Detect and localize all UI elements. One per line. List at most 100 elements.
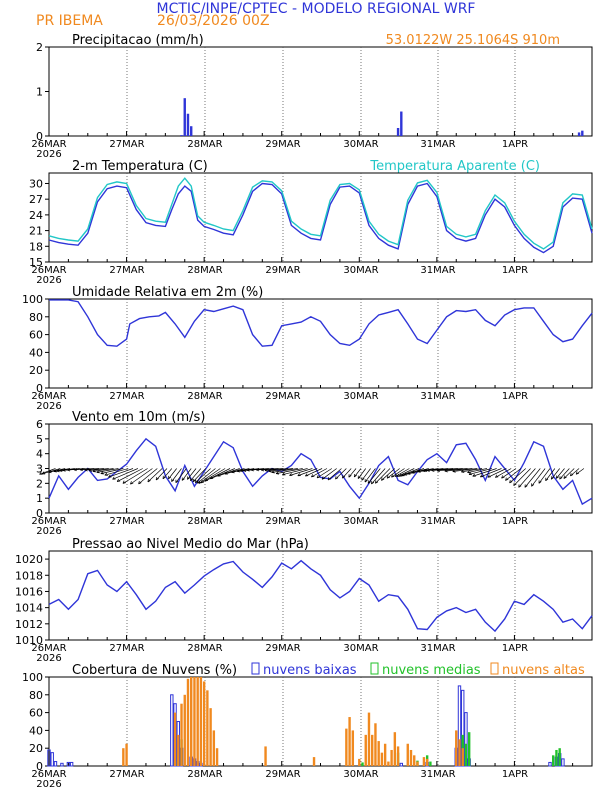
wind-arrowhead (407, 471, 410, 475)
wind-arrowhead (495, 474, 498, 478)
wind-arrowhead (175, 480, 179, 483)
wind-arrowhead (431, 470, 435, 472)
bar (467, 732, 471, 766)
y-tick-label: 21 (29, 225, 43, 238)
wind-arrowhead (305, 473, 308, 477)
wind-arrowhead (551, 477, 554, 480)
wind-arrow (108, 468, 134, 478)
x-tick-label: 27MAR (109, 139, 144, 150)
wind-arrowhead (452, 471, 456, 473)
low-clouds-legend: nuvens baixas (263, 663, 357, 678)
wind-arrowhead (171, 479, 175, 482)
y-tick-label: 6 (36, 418, 43, 431)
wind-arrowhead (403, 472, 407, 476)
wind-arrowhead (570, 474, 574, 477)
x-tick-label: 28MAR (187, 265, 222, 276)
wind-arrowhead (322, 477, 326, 480)
wind-arrowhead (556, 476, 559, 479)
wind-arrowhead (268, 469, 272, 472)
wind-arrowhead (437, 470, 441, 473)
bar (390, 749, 393, 766)
wind-arrowhead (513, 483, 517, 486)
x-year-label: 2026 (36, 275, 61, 286)
wind-arrow (487, 468, 507, 478)
wind-arrow (559, 468, 570, 480)
wind-arrow (513, 468, 531, 486)
wind-arrow (112, 468, 139, 480)
bar (548, 761, 552, 767)
wind-arrow (282, 468, 308, 475)
wind-arrowhead (155, 478, 159, 481)
wind-arrowhead (92, 471, 96, 473)
wind-arrowhead (316, 474, 319, 479)
wind-arrowhead (256, 469, 260, 472)
wind-arrowhead (431, 468, 435, 471)
wind-arrowhead (264, 470, 268, 472)
wind-arrowhead (200, 481, 205, 484)
wind-arrow (48, 468, 66, 473)
low-clouds-legend-swatch (251, 662, 260, 675)
y-tick-label: 1012 (15, 618, 43, 631)
x-tick-label: 26MAR (31, 391, 66, 402)
bar (561, 758, 565, 767)
bar (396, 746, 400, 766)
x-tick-label: 1APR (502, 139, 528, 150)
wind-arrowhead (367, 481, 371, 484)
bar (177, 734, 180, 766)
x-tick-label: 28MAR (187, 391, 222, 402)
cloud-cover-title: Cobertura de Nuvens (%) (72, 663, 237, 678)
wind-arrowhead (357, 476, 361, 479)
x-year-label: 2026 (36, 526, 61, 537)
bar (416, 761, 419, 766)
wind-arrow (563, 468, 575, 479)
wind-arrowhead (59, 468, 63, 472)
x-tick-label: 31MAR (420, 391, 455, 402)
humidity-panel: Umidade Relativa em 2m (%) 0 20 40 60 80 100 2… (22, 285, 593, 412)
wind-arrowhead (92, 469, 96, 472)
wind-arrow (175, 468, 187, 483)
bar (212, 730, 216, 766)
bar (190, 126, 193, 136)
wind-arrowhead (411, 470, 415, 474)
wind-arrow (381, 468, 396, 481)
x-tick-label: 27MAR (109, 391, 144, 402)
wind-arrowhead (391, 475, 395, 478)
wind-arrowhead (417, 471, 421, 473)
wind-arrowhead (505, 478, 509, 481)
wind-arrowhead (147, 480, 151, 483)
wind-arrowhead (386, 476, 391, 479)
wind-arrowhead (53, 471, 57, 473)
wind-arrow (261, 468, 284, 471)
wind-arrowhead (122, 482, 126, 484)
wind-arrowhead (444, 469, 448, 472)
wind-arrow (117, 468, 143, 482)
wind-arrowhead (422, 469, 426, 472)
wind-arrowhead (67, 469, 71, 472)
wind-arrowhead (243, 470, 247, 472)
x-year-label: 2026 (36, 653, 61, 664)
wind-arrow (80, 468, 100, 471)
bar (180, 703, 183, 766)
high-clouds-legend: nuvens altas (502, 663, 585, 678)
y-tick-label: 40 (29, 724, 43, 737)
wind-arrowhead (88, 470, 93, 472)
panel-frame (48, 676, 593, 767)
wind-arrow (391, 468, 405, 478)
wind-arrowhead (327, 476, 330, 481)
wind-arrow (168, 468, 177, 480)
bar (122, 748, 125, 766)
wind-arrowhead (271, 470, 275, 473)
wind-arrowhead (200, 479, 203, 483)
wind-arrow (195, 468, 211, 483)
wind-arrowhead (122, 480, 125, 484)
y-tick-label: 1 (36, 492, 43, 505)
wind-arrowhead (335, 477, 339, 480)
y-tick-label: 1 (36, 86, 43, 99)
wind-arrowhead (205, 480, 209, 482)
bar (183, 694, 186, 766)
wind-arrowhead (518, 485, 522, 488)
bar (186, 678, 190, 766)
wind-arrow (509, 468, 526, 484)
wind-arrowhead (138, 482, 142, 485)
apparent-temperature-legend: Temperatura Aparente (C) (369, 159, 540, 174)
